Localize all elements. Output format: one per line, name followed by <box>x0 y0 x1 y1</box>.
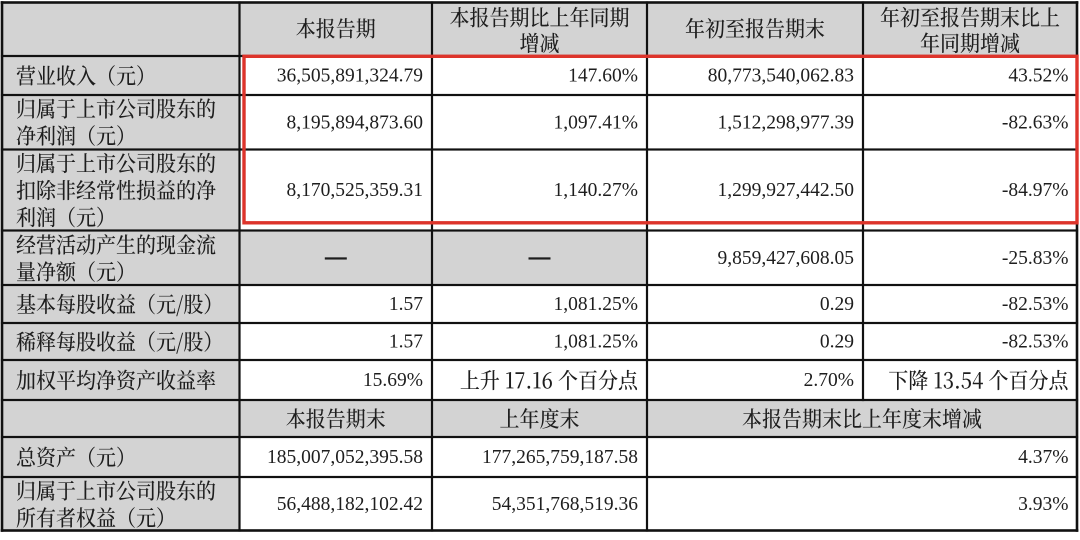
svg-text:8,195,894,873.60: 8,195,894,873.60 <box>287 112 424 133</box>
svg-text:36,505,891,324.79: 36,505,891,324.79 <box>277 66 423 87</box>
svg-text:177,265,759,187.58: 177,265,759,187.58 <box>482 447 638 468</box>
svg-text:-82.63%: -82.63% <box>1002 112 1069 133</box>
svg-text:3.93%: 3.93% <box>1018 494 1068 515</box>
svg-text:1,097.41%: 1,097.41% <box>554 112 639 133</box>
svg-text:15.69%: 15.69% <box>363 370 423 391</box>
svg-text:0.29: 0.29 <box>820 332 854 353</box>
svg-text:1,081.25%: 1,081.25% <box>554 332 639 353</box>
svg-text:8,170,525,359.31: 8,170,525,359.31 <box>287 180 424 201</box>
svg-text:-82.53%: -82.53% <box>1002 294 1069 315</box>
svg-text:9,859,427,608.05: 9,859,427,608.05 <box>718 248 855 269</box>
svg-text:1,140.27%: 1,140.27% <box>554 180 639 201</box>
svg-text:1,081.25%: 1,081.25% <box>554 294 639 315</box>
svg-text:1,512,298,977.39: 1,512,298,977.39 <box>718 112 855 133</box>
svg-text:4.37%: 4.37% <box>1018 447 1068 468</box>
svg-text:185,007,052,395.58: 185,007,052,395.58 <box>267 447 423 468</box>
svg-text:1.57: 1.57 <box>389 332 423 353</box>
svg-text:147.60%: 147.60% <box>568 66 638 87</box>
svg-text:2.70%: 2.70% <box>804 370 854 391</box>
svg-text:43.52%: 43.52% <box>1008 66 1068 87</box>
svg-text:-84.97%: -84.97% <box>1002 180 1069 201</box>
svg-text:-25.83%: -25.83% <box>1002 248 1069 269</box>
svg-text:80,773,540,062.83: 80,773,540,062.83 <box>708 66 854 87</box>
svg-text:1.57: 1.57 <box>389 294 423 315</box>
svg-text:0.29: 0.29 <box>820 294 854 315</box>
svg-text:-82.53%: -82.53% <box>1002 332 1069 353</box>
svg-text:1,299,927,442.50: 1,299,927,442.50 <box>718 180 855 201</box>
svg-text:54,351,768,519.36: 54,351,768,519.36 <box>492 494 639 515</box>
svg-text:56,488,182,102.42: 56,488,182,102.42 <box>277 494 423 515</box>
